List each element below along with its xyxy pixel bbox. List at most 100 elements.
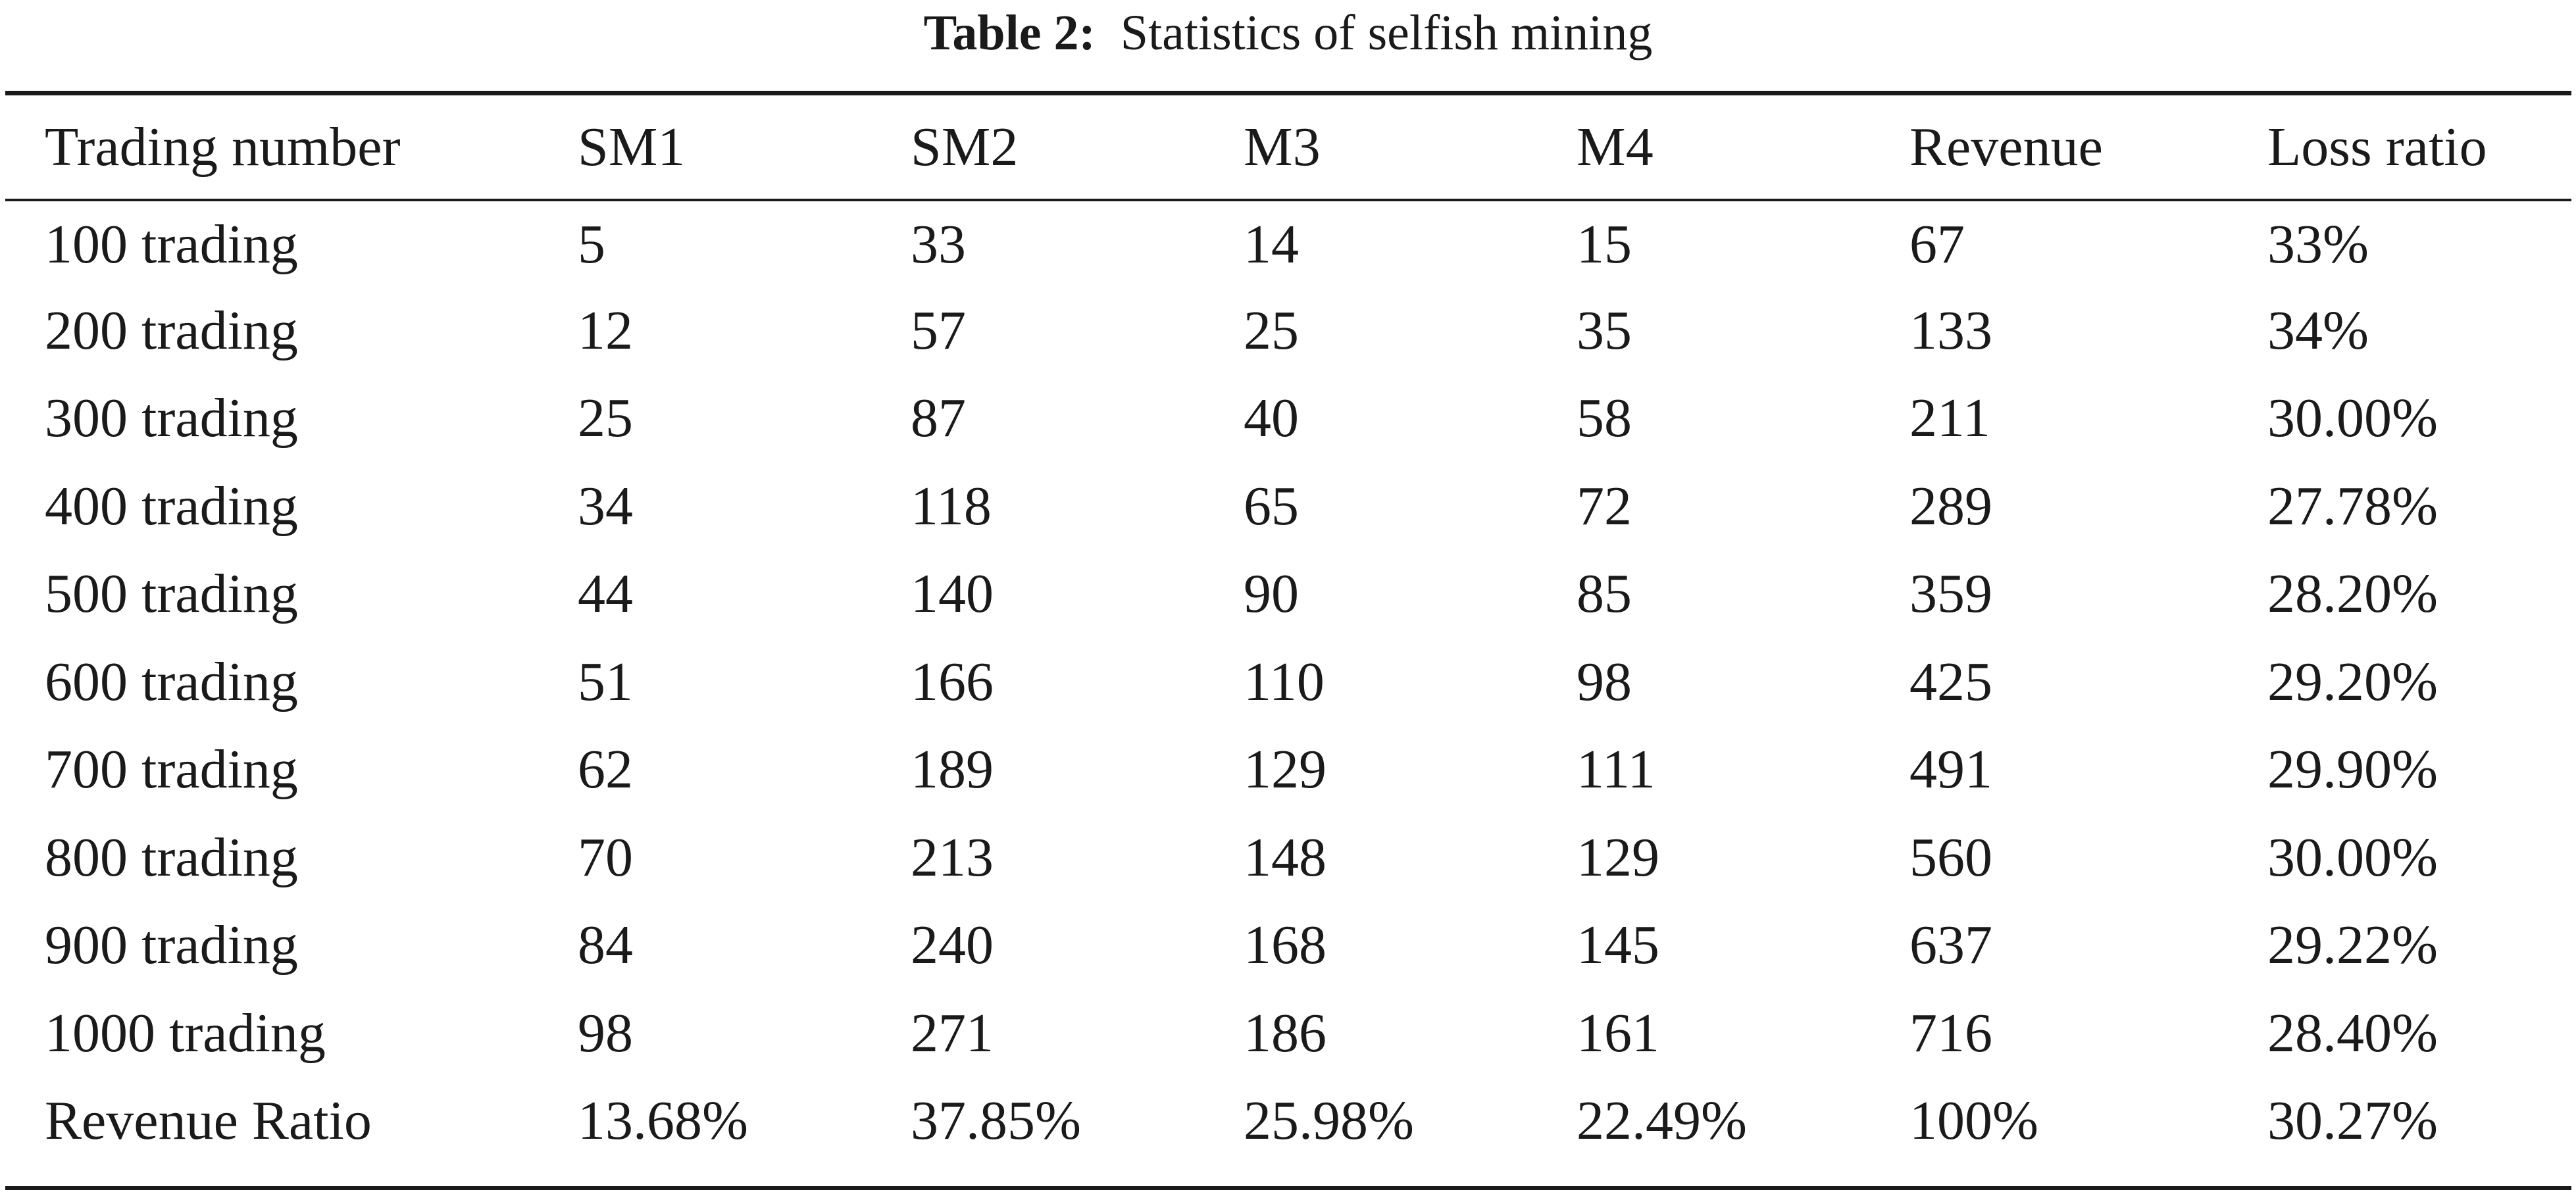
table-cell: 186 (1244, 1002, 1326, 1064)
table-cell: 87 (911, 387, 966, 449)
table-cell: 29.20% (2267, 651, 2438, 712)
table-row: 300 trading 25 87 40 58 211 30.00% (5, 374, 2571, 462)
table-cell: 100% (1909, 1090, 2038, 1152)
table-cell: 129 (1244, 739, 1326, 801)
table-cell: 400 trading (45, 475, 298, 537)
column-header-loss-ratio: Loss ratio (2267, 116, 2487, 178)
table-cell: 30.00% (2267, 826, 2438, 888)
table-cell: 189 (911, 739, 994, 801)
table-cell: 29.22% (2267, 914, 2438, 976)
table-row: 800 trading 70 213 148 129 560 30.00% (5, 814, 2571, 902)
table-cell: 129 (1577, 826, 1659, 888)
table-cell: 271 (911, 1002, 994, 1064)
column-header-sm1: SM1 (578, 116, 686, 178)
table-cell: 84 (578, 914, 633, 976)
table-cell: 40 (1244, 387, 1299, 449)
table-cell: 133 (1909, 299, 1992, 361)
table-cell: 5 (578, 214, 605, 276)
table-bottom-rule (5, 1186, 2571, 1190)
column-header-m3: M3 (1244, 116, 1321, 178)
table-cell: 22.49% (1577, 1090, 1747, 1152)
table-cell: 51 (578, 651, 633, 712)
table-cell: 65 (1244, 475, 1299, 537)
table-row: 400 trading 34 118 65 72 289 27.78% (5, 462, 2571, 551)
table-cell: 29.90% (2267, 739, 2438, 801)
table-cell: 70 (578, 826, 633, 888)
table-cell: 700 trading (45, 739, 298, 801)
table-cell: 62 (578, 739, 633, 801)
table-cell: 211 (1909, 387, 1990, 449)
table-cell: 560 (1909, 826, 1992, 888)
table-cell: 800 trading (45, 826, 298, 888)
table-row: 1000 trading 98 271 186 161 716 28.40% (5, 989, 2571, 1078)
table-cell: 27.78% (2267, 475, 2438, 537)
table-caption-title: Statistics of selfish mining (1120, 5, 1653, 61)
table-cell: 161 (1577, 1002, 1659, 1064)
table-cell: 500 trading (45, 563, 298, 625)
table-cell: 289 (1909, 475, 1992, 537)
table-cell: 12 (578, 299, 633, 361)
table-top-rule (5, 91, 2571, 95)
table-cell: 37.85% (911, 1090, 1081, 1152)
table-cell: 25 (1244, 299, 1299, 361)
table-caption: Table 2: Statistics of selfish mining (0, 0, 2576, 79)
table-cell: 168 (1244, 914, 1326, 976)
table-cell: 13.68% (578, 1090, 748, 1152)
table-cell: 44 (578, 563, 633, 625)
table-cell: 25.98% (1244, 1090, 1414, 1152)
table-cell: 1000 trading (45, 1002, 326, 1064)
table-cell: 491 (1909, 739, 1992, 801)
table-cell: 637 (1909, 914, 1992, 976)
table-cell: 240 (911, 914, 994, 976)
table-row-revenue-ratio: Revenue Ratio 13.68% 37.85% 25.98% 22.49… (5, 1077, 2571, 1165)
table-cell: 72 (1577, 475, 1632, 537)
table-row: 100 trading 5 33 14 15 67 33% (5, 199, 2571, 287)
column-header-trading-number: Trading number (45, 116, 401, 178)
table-cell: Revenue Ratio (45, 1090, 372, 1152)
table-cell: 600 trading (45, 651, 298, 712)
table-cell: 716 (1909, 1002, 1992, 1064)
table-cell: 98 (578, 1002, 633, 1064)
table-cell: 33 (911, 214, 966, 276)
table-cell: 359 (1909, 563, 1992, 625)
table-cell: 213 (911, 826, 994, 888)
table-cell: 30.00% (2267, 387, 2438, 449)
column-header-sm2: SM2 (911, 116, 1019, 178)
table-cell: 67 (1909, 214, 1965, 276)
table-cell: 35 (1577, 299, 1632, 361)
table-cell: 28.20% (2267, 563, 2438, 625)
table-cell: 140 (911, 563, 994, 625)
table-cell: 200 trading (45, 299, 298, 361)
table-cell: 57 (911, 299, 966, 361)
table-cell: 118 (911, 475, 992, 537)
table-cell: 98 (1577, 651, 1632, 712)
column-header-m4: M4 (1577, 116, 1654, 178)
table-cell: 425 (1909, 651, 1992, 712)
table-cell: 900 trading (45, 914, 298, 976)
statistics-table: Trading number SM1 SM2 M3 M4 Revenue Los… (5, 95, 2571, 1165)
table-cell: 145 (1577, 914, 1659, 976)
table-cell: 28.40% (2267, 1002, 2438, 1064)
table-cell: 34 (578, 475, 633, 537)
table-cell: 166 (911, 651, 994, 712)
table-cell: 30.27% (2267, 1090, 2438, 1152)
table-row: 200 trading 12 57 25 35 133 34% (5, 287, 2571, 375)
table-row: 700 trading 62 189 129 111 491 29.90% (5, 726, 2571, 814)
table-cell: 15 (1577, 214, 1632, 276)
table-header-rule (5, 199, 2571, 201)
table-header-row: Trading number SM1 SM2 M3 M4 Revenue Los… (5, 95, 2571, 199)
table-row: 500 trading 44 140 90 85 359 28.20% (5, 550, 2571, 638)
table-cell: 100 trading (45, 214, 298, 276)
table-cell: 25 (578, 387, 633, 449)
table-cell: 148 (1244, 826, 1326, 888)
table-cell: 300 trading (45, 387, 298, 449)
column-header-revenue: Revenue (1909, 116, 2103, 178)
table-cell: 58 (1577, 387, 1632, 449)
table-cell: 14 (1244, 214, 1299, 276)
table-caption-label: Table 2: (923, 5, 1096, 61)
table-cell: 90 (1244, 563, 1299, 625)
table-cell: 111 (1577, 739, 1655, 801)
table-cell: 85 (1577, 563, 1632, 625)
table-cell: 110 (1244, 651, 1325, 712)
table-row: 600 trading 51 166 110 98 425 29.20% (5, 638, 2571, 726)
